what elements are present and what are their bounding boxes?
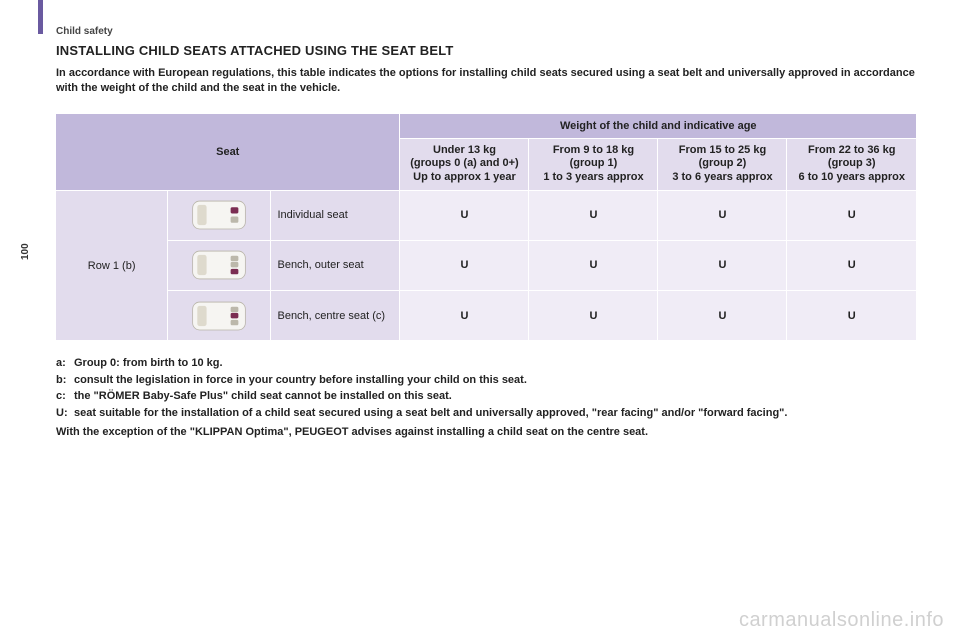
- weight-col-title: Under 13 kg: [404, 144, 524, 158]
- weight-col-line2: (group 1): [570, 157, 618, 169]
- page: 100 Child safety INSTALLING CHILD SEATS …: [0, 0, 960, 640]
- weight-col-1: From 9 to 18 kg (group 1) 1 to 3 years a…: [529, 138, 658, 190]
- notes-block: a:Group 0: from birth to 10 kg. b:consul…: [56, 356, 916, 440]
- note-c: c:the "RÖMER Baby-Safe Plus" child seat …: [56, 389, 916, 404]
- note-b: b:consult the legislation in force in yo…: [56, 373, 916, 388]
- weight-col-line2: (group 2): [699, 157, 747, 169]
- page-number: 100: [20, 243, 31, 260]
- section-label: Child safety: [56, 26, 916, 37]
- weight-col-title: From 9 to 18 kg: [533, 144, 653, 158]
- weight-col-line3: 1 to 3 years approx: [543, 171, 643, 183]
- weight-col-2: From 15 to 25 kg (group 2) 3 to 6 years …: [658, 138, 787, 190]
- child-seat-table: Seat Weight of the child and indicative …: [56, 114, 916, 341]
- value-cell: U: [787, 190, 916, 240]
- side-accent-bar: [38, 0, 43, 34]
- page-title: INSTALLING CHILD SEATS ATTACHED USING TH…: [56, 43, 916, 58]
- weight-col-title: From 22 to 36 kg: [791, 144, 912, 158]
- table-row: Bench, centre seat (c) U U U U: [56, 290, 916, 340]
- weight-col-line3: 6 to 10 years approx: [799, 171, 905, 183]
- value-cell: U: [529, 190, 658, 240]
- value-cell: U: [787, 290, 916, 340]
- seat-name-cell: Individual seat: [271, 190, 400, 240]
- weight-col-line2: (groups 0 (a) and 0+): [410, 157, 519, 169]
- seat-img-cell: [168, 240, 271, 290]
- note-final: With the exception of the "KLIPPAN Optim…: [56, 425, 916, 440]
- value-cell: U: [529, 290, 658, 340]
- watermark-text: carmanualsonline.info: [739, 609, 944, 632]
- van-top-icon: [188, 296, 250, 336]
- seat-name-cell: Bench, centre seat (c): [271, 290, 400, 340]
- value-cell: U: [787, 240, 916, 290]
- weight-col-3: From 22 to 36 kg (group 3) 6 to 10 years…: [787, 138, 916, 190]
- weight-col-0: Under 13 kg (groups 0 (a) and 0+) Up to …: [400, 138, 529, 190]
- table-header-row-1: Seat Weight of the child and indicative …: [56, 114, 916, 139]
- value-cell: U: [529, 240, 658, 290]
- weight-col-title: From 15 to 25 kg: [662, 144, 782, 158]
- value-cell: U: [658, 190, 787, 240]
- seat-img-cell: [168, 290, 271, 340]
- seat-name-cell: Bench, outer seat: [271, 240, 400, 290]
- table-row: Bench, outer seat U U U U: [56, 240, 916, 290]
- van-top-icon: [188, 245, 250, 285]
- value-cell: U: [658, 240, 787, 290]
- weight-col-line3: 3 to 6 years approx: [672, 171, 772, 183]
- content-area: Child safety INSTALLING CHILD SEATS ATTA…: [56, 26, 916, 440]
- row-label: Row 1 (b): [56, 190, 168, 340]
- value-cell: U: [400, 190, 529, 240]
- weight-col-line3: Up to approx 1 year: [413, 171, 516, 183]
- seat-header: Seat: [56, 114, 400, 191]
- van-top-icon: [188, 195, 250, 235]
- weight-col-line2: (group 3): [828, 157, 876, 169]
- value-cell: U: [400, 290, 529, 340]
- note-a: a:Group 0: from birth to 10 kg.: [56, 356, 916, 371]
- note-u: U:seat suitable for the installation of …: [56, 406, 916, 421]
- seat-img-cell: [168, 190, 271, 240]
- weight-header: Weight of the child and indicative age: [400, 114, 916, 139]
- table-row: Row 1 (b) Individual seat U U U U: [56, 190, 916, 240]
- intro-text: In accordance with European regulations,…: [56, 66, 916, 96]
- value-cell: U: [658, 290, 787, 340]
- value-cell: U: [400, 240, 529, 290]
